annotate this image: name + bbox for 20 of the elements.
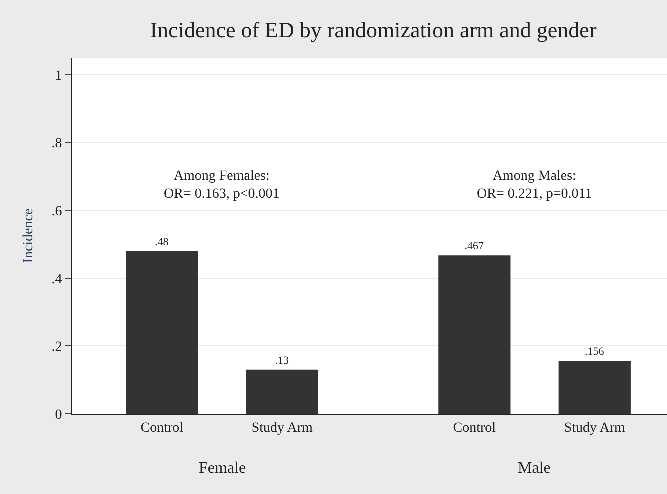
data-label: .156 bbox=[585, 346, 605, 358]
data-label: .48 bbox=[155, 236, 170, 248]
text: Male bbox=[518, 460, 551, 477]
text: Female bbox=[199, 460, 246, 477]
y-tick-label: .2 bbox=[52, 340, 62, 356]
annotation: Among Females: OR= 0.163, p<0.001 bbox=[164, 169, 280, 202]
x-tick-label: Study Arm bbox=[252, 420, 313, 436]
annotation: Among Males: OR= 0.221, p=0.011 bbox=[477, 169, 592, 202]
y-tick-label: 1 bbox=[55, 68, 62, 84]
y-tick-label: 0 bbox=[55, 408, 62, 423]
chart-title: Incidence of ED by randomization arm and gender bbox=[150, 18, 598, 43]
x-tick-label: Control bbox=[453, 420, 496, 436]
y-axis-title: Incidence bbox=[21, 208, 36, 264]
x-tick-label: Study Arm bbox=[564, 420, 626, 436]
data-label: .13 bbox=[275, 354, 290, 367]
y-tick-label: .4 bbox=[52, 272, 62, 288]
y-tick-label: .6 bbox=[52, 204, 62, 220]
x-tick-label: Control bbox=[140, 420, 184, 436]
y-tick-label: .8 bbox=[52, 136, 62, 152]
data-label: .467 bbox=[464, 240, 485, 253]
